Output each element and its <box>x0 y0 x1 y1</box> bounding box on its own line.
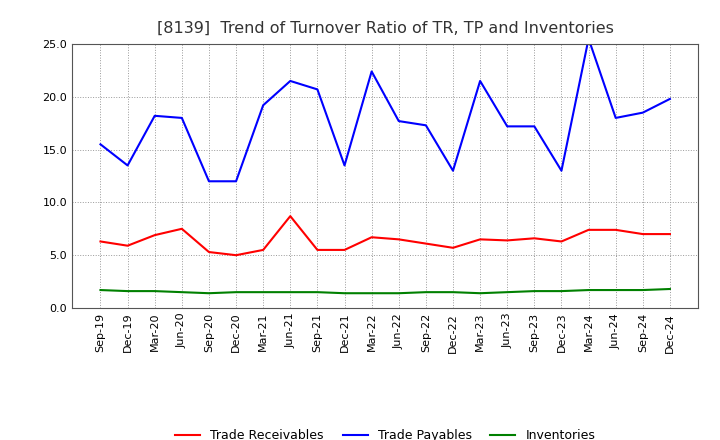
Trade Receivables <box>557 239 566 244</box>
Trade Receivables <box>503 238 511 243</box>
Trade Receivables <box>665 231 674 237</box>
Trade Payables <box>639 110 647 115</box>
Inventories <box>259 290 268 295</box>
Trade Receivables <box>367 235 376 240</box>
Inventories <box>341 290 349 296</box>
Trade Payables <box>96 142 105 147</box>
Inventories <box>232 290 240 295</box>
Trade Payables <box>286 78 294 84</box>
Line: Inventories: Inventories <box>101 289 670 293</box>
Inventories <box>96 287 105 293</box>
Trade Receivables <box>395 237 403 242</box>
Inventories <box>530 289 539 294</box>
Trade Receivables <box>259 247 268 253</box>
Trade Payables <box>449 168 457 173</box>
Trade Payables <box>123 163 132 168</box>
Trade Receivables <box>286 213 294 219</box>
Inventories <box>557 289 566 294</box>
Trade Payables <box>259 103 268 108</box>
Line: Trade Payables: Trade Payables <box>101 39 670 181</box>
Trade Payables <box>557 168 566 173</box>
Trade Receivables <box>639 231 647 237</box>
Trade Payables <box>204 179 213 184</box>
Trade Payables <box>611 115 620 121</box>
Inventories <box>395 290 403 296</box>
Trade Receivables <box>178 226 186 231</box>
Trade Payables <box>584 36 593 41</box>
Trade Receivables <box>123 243 132 248</box>
Trade Receivables <box>313 247 322 253</box>
Trade Receivables <box>449 245 457 250</box>
Trade Receivables <box>150 232 159 238</box>
Trade Receivables <box>421 241 430 246</box>
Inventories <box>584 287 593 293</box>
Trade Receivables <box>611 227 620 232</box>
Inventories <box>503 290 511 295</box>
Inventories <box>150 289 159 294</box>
Legend: Trade Receivables, Trade Payables, Inventories: Trade Receivables, Trade Payables, Inven… <box>170 424 600 440</box>
Inventories <box>639 287 647 293</box>
Inventories <box>449 290 457 295</box>
Title: [8139]  Trend of Turnover Ratio of TR, TP and Inventories: [8139] Trend of Turnover Ratio of TR, TP… <box>157 21 613 36</box>
Inventories <box>665 286 674 292</box>
Trade Payables <box>476 78 485 84</box>
Trade Payables <box>178 115 186 121</box>
Inventories <box>611 287 620 293</box>
Inventories <box>123 289 132 294</box>
Trade Receivables <box>204 249 213 255</box>
Inventories <box>367 290 376 296</box>
Trade Receivables <box>341 247 349 253</box>
Line: Trade Receivables: Trade Receivables <box>101 216 670 255</box>
Trade Payables <box>530 124 539 129</box>
Trade Payables <box>232 179 240 184</box>
Trade Payables <box>503 124 511 129</box>
Trade Payables <box>150 113 159 118</box>
Trade Payables <box>313 87 322 92</box>
Inventories <box>286 290 294 295</box>
Inventories <box>204 290 213 296</box>
Trade Receivables <box>96 239 105 244</box>
Trade Payables <box>421 123 430 128</box>
Inventories <box>313 290 322 295</box>
Trade Receivables <box>476 237 485 242</box>
Trade Payables <box>367 69 376 74</box>
Trade Receivables <box>584 227 593 232</box>
Trade Payables <box>665 96 674 102</box>
Trade Payables <box>395 118 403 124</box>
Trade Receivables <box>232 253 240 258</box>
Trade Receivables <box>530 236 539 241</box>
Trade Payables <box>341 163 349 168</box>
Inventories <box>421 290 430 295</box>
Inventories <box>476 290 485 296</box>
Inventories <box>178 290 186 295</box>
